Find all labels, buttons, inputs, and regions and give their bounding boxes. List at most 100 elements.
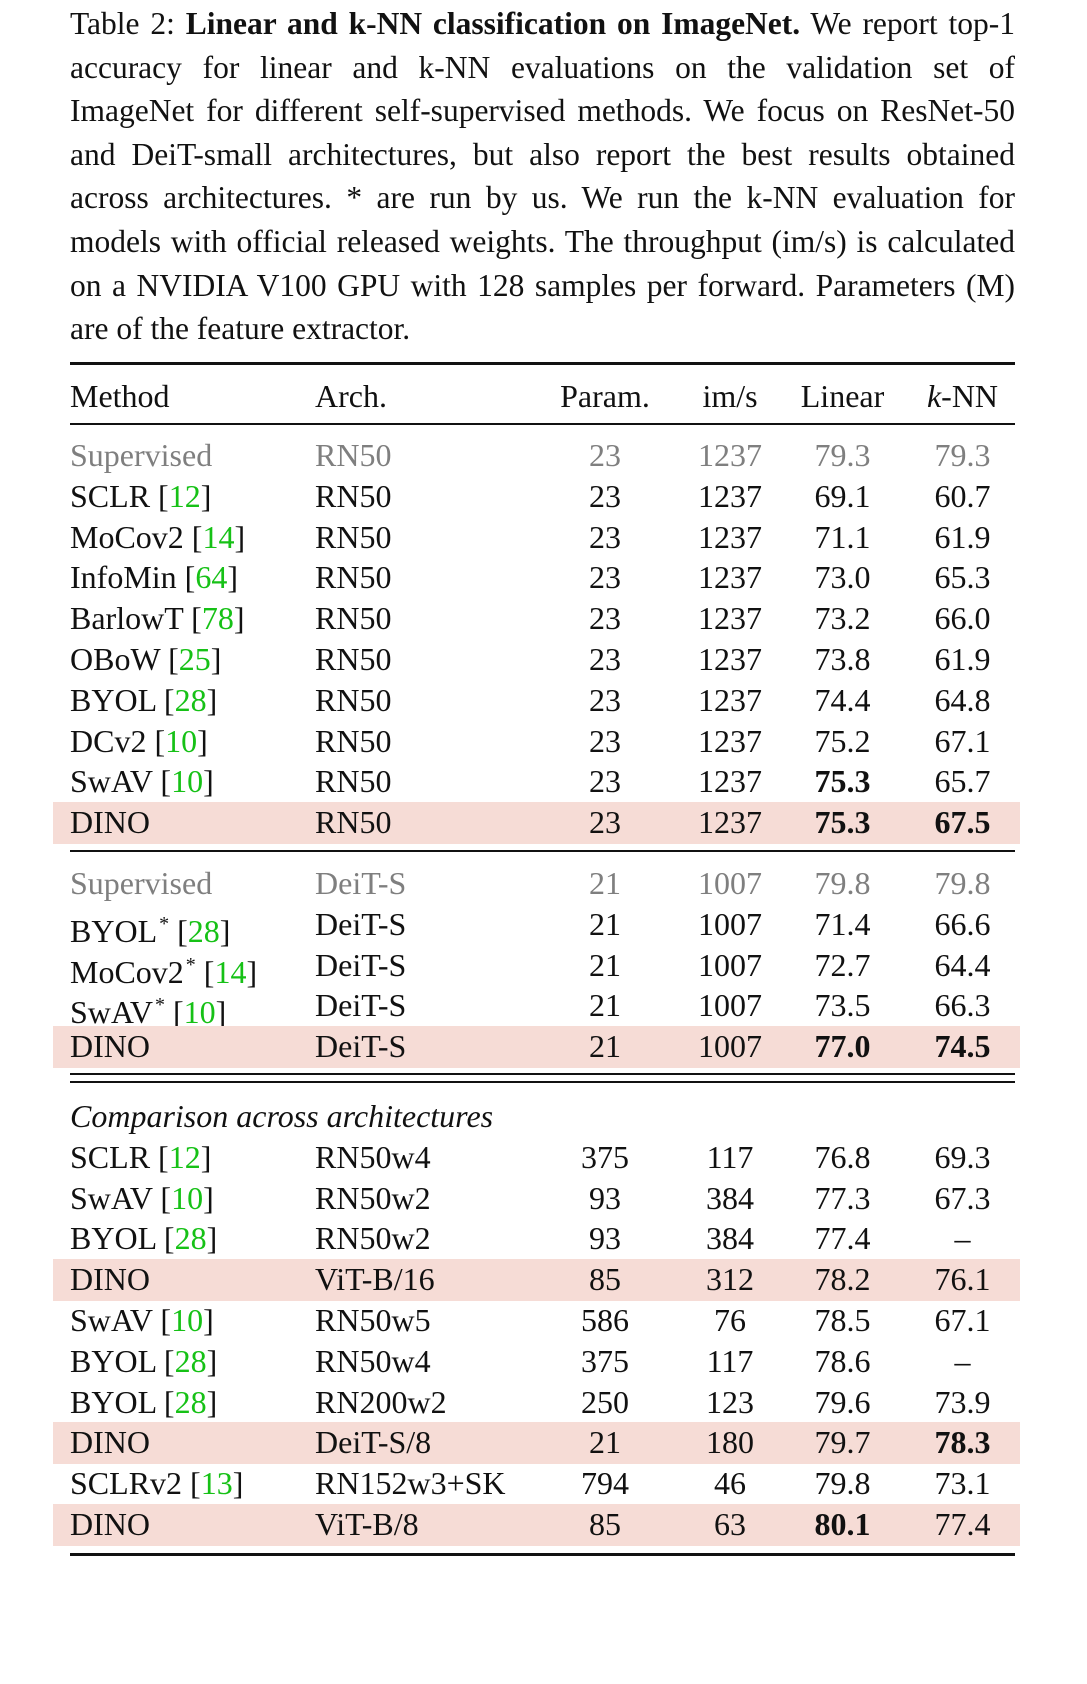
method-name: BYOL <box>70 681 156 718</box>
arch-cell: RN50w4 <box>315 1138 431 1175</box>
section-title: Comparison across architectures <box>70 1098 494 1134</box>
arch-cell: RN50 <box>315 681 392 718</box>
table-row: DINO RN50 23 1237 75.3 67.5 <box>0 801 1087 845</box>
star-marker: * <box>159 912 170 935</box>
method-cell: BYOL [28] <box>70 681 218 718</box>
arch-cell: RN50w2 <box>315 1220 431 1257</box>
method-cell: Supervised <box>70 862 212 905</box>
method-cell: SwAV [10] <box>70 763 214 800</box>
ims-cell: 384 <box>706 1179 754 1216</box>
param-cell: 23 <box>589 763 621 800</box>
knn-cell: 79.3 <box>934 437 991 473</box>
row-highlight <box>53 1259 1020 1302</box>
citation-link[interactable]: 28 <box>174 1342 207 1379</box>
param-cell: 23 <box>589 559 621 596</box>
citation-link[interactable]: 10 <box>171 1302 204 1338</box>
row-highlight <box>53 802 1020 845</box>
knn-cell: 67.5 <box>934 804 991 841</box>
knn-cell: 69.3 <box>934 1138 991 1175</box>
header-ims: im/s <box>702 378 758 414</box>
knn-cell: 61.9 <box>934 641 991 677</box>
method-name: SwAV <box>70 1179 153 1216</box>
param-cell: 23 <box>589 518 621 555</box>
param-cell: 21 <box>589 1028 621 1065</box>
param-cell: 794 <box>581 1465 629 1502</box>
method-name: BYOL <box>70 1383 156 1420</box>
method-cell: BYOL [28] <box>70 1342 218 1379</box>
table-row: SCLRv2 [13] RN152w3+SK 794 46 79.8 73.1 <box>0 1462 1087 1505</box>
method-cell: SCLR [12] <box>70 477 212 514</box>
method-name: MoCov2 <box>70 518 184 555</box>
param-cell: 375 <box>581 1342 629 1379</box>
arch-cell: RN50 <box>315 763 392 800</box>
table-row: BYOL [28] RN200w2 250 123 79.6 73.9 <box>0 1381 1087 1424</box>
method-cell: OBoW [25] <box>70 641 222 677</box>
citation-link[interactable]: 10 <box>171 1179 204 1216</box>
method-name: DINO <box>70 1506 150 1542</box>
ims-cell: 384 <box>706 1220 754 1257</box>
citation-link[interactable]: 13 <box>200 1465 233 1502</box>
param-cell: 586 <box>581 1302 629 1338</box>
method-name: Supervised <box>70 865 213 901</box>
method-cell: BYOL [28] <box>70 1383 218 1420</box>
param-cell: 23 <box>589 600 621 637</box>
param-cell: 250 <box>581 1383 629 1420</box>
caption-title: Linear and k-NN classification on ImageN… <box>185 6 801 41</box>
table-row: MoCov2 * [14] DeiT-S 21 1007 72.7 64.4 <box>0 944 1087 990</box>
ims-cell: 46 <box>714 1465 746 1502</box>
arch-cell: DeiT-S <box>315 865 407 901</box>
ims-cell: 1237 <box>698 559 762 596</box>
param-cell: 85 <box>589 1261 621 1298</box>
citation-link[interactable]: 14 <box>214 953 247 990</box>
method-name: SwAV <box>70 994 153 1031</box>
arch-cell: RN50w4 <box>315 1342 431 1379</box>
citation-link[interactable]: 78 <box>201 600 234 637</box>
double-rule-bottom <box>70 1081 1015 1083</box>
knn-cell: 64.4 <box>934 946 991 983</box>
table-row: DCv2 [10] RN50 23 1237 75.2 67.1 <box>0 720 1087 763</box>
citation-link[interactable]: 12 <box>168 477 201 514</box>
linear-cell: 79.7 <box>814 1424 871 1461</box>
citation-link[interactable]: 14 <box>202 518 235 555</box>
knn-cell: 79.8 <box>934 865 991 901</box>
method-cell: DCv2 [10] <box>70 722 208 759</box>
method-cell: Supervised <box>70 434 212 477</box>
ims-cell: 1007 <box>698 987 762 1024</box>
citation-link[interactable]: 10 <box>165 722 198 759</box>
table-caption: Table 2: Linear and k-NN classification … <box>70 2 1015 351</box>
citation-link[interactable]: 12 <box>168 1138 201 1175</box>
linear-cell: 79.8 <box>814 1465 871 1502</box>
knn-cell: 73.1 <box>934 1465 991 1502</box>
linear-cell: 77.4 <box>814 1220 871 1257</box>
arch-cell: DeiT-S <box>315 1028 407 1065</box>
caption-label: Table 2: <box>70 6 175 41</box>
citation-link[interactable]: 28 <box>174 681 207 718</box>
param-cell: 23 <box>589 681 621 718</box>
knn-cell: 67.1 <box>934 1302 991 1338</box>
table-row: Supervised DeiT-S 21 1007 79.8 79.8 <box>0 862 1087 905</box>
citation-link[interactable]: 28 <box>174 1383 207 1420</box>
method-cell: DINO <box>70 1025 150 1068</box>
citation-link[interactable]: 10 <box>171 763 204 800</box>
header-linear: Linear <box>800 378 885 414</box>
table-row: BarlowT [78] RN50 23 1237 73.2 66.0 <box>0 597 1087 640</box>
citation-link[interactable]: 10 <box>183 994 216 1031</box>
method-name: BYOL <box>70 1342 156 1379</box>
knn-cell: 61.9 <box>934 518 991 555</box>
method-cell: SwAV [10] <box>70 1302 214 1338</box>
header-param: Param. <box>560 378 650 414</box>
knn-cell: 65.7 <box>934 763 991 800</box>
citation-link[interactable]: 64 <box>195 559 228 596</box>
table-row: SwAV [10] RN50 23 1237 75.3 65.7 <box>0 760 1087 803</box>
citation-link[interactable]: 28 <box>174 1220 207 1257</box>
citation-link[interactable]: 25 <box>178 641 211 677</box>
citation-link[interactable]: 28 <box>187 912 220 949</box>
linear-cell: 74.4 <box>814 681 871 718</box>
star-marker: * <box>155 994 165 1017</box>
method-name: DINO <box>70 804 150 841</box>
double-rule-top <box>70 1073 1015 1075</box>
method-cell: InfoMin [64] <box>70 559 238 596</box>
param-cell: 23 <box>589 437 621 473</box>
table-row: BYOL [28] RN50 23 1237 74.4 64.8 <box>0 679 1087 722</box>
row-highlight <box>53 1026 1020 1069</box>
